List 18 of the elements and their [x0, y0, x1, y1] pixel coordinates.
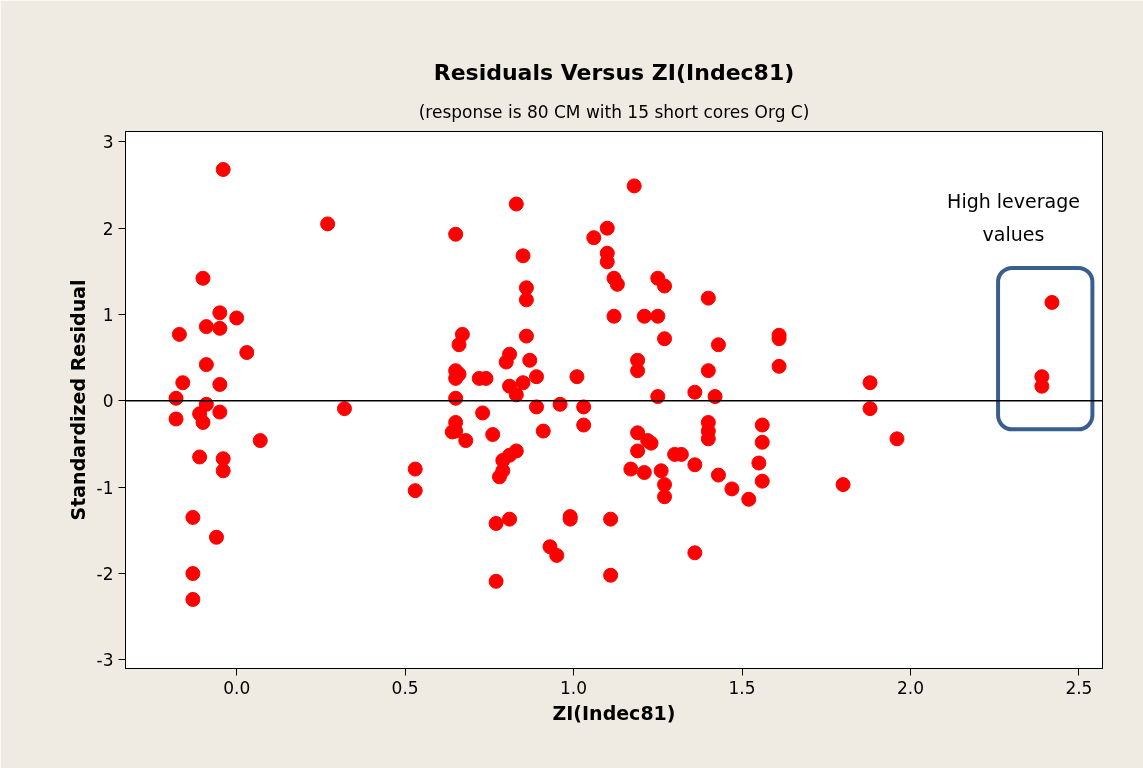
chart-title: Residuals Versus ZI(Indec81)	[433, 59, 795, 85]
y-tick-label: -1	[96, 477, 114, 498]
chart-subtitle: (response is 80 CM with 15 short cores Org C)	[418, 101, 810, 122]
x-tick-label: 2.5	[1065, 677, 1093, 698]
x-tick-label: 1.5	[728, 677, 756, 698]
annotation: High leverage values	[947, 190, 1080, 245]
x-axis-title: ZI(Indec81)	[552, 701, 676, 724]
x-tick-label: 1.0	[560, 677, 588, 698]
y-axis-title: Standardized Residual	[66, 279, 89, 521]
y-tick-label: -3	[96, 650, 114, 671]
x-tick-label: 2.0	[896, 677, 924, 698]
y-tick-label: -2	[96, 564, 114, 585]
x-tick-label: 0.5	[391, 677, 419, 698]
y-tick-label: 2	[102, 218, 114, 239]
y-tick-label: 0	[102, 391, 114, 412]
x-tick-label: 0.0	[223, 677, 251, 698]
y-tick-label: 1	[102, 305, 114, 326]
y-tick-label: 3	[102, 132, 114, 153]
